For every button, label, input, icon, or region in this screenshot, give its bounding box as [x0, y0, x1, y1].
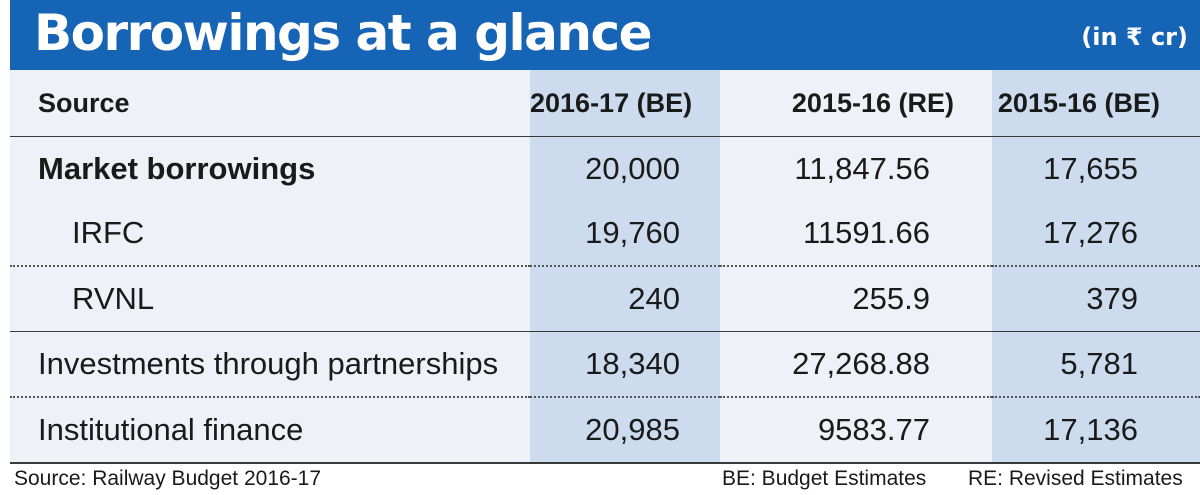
- cell-irfc-2015-16-be: 17,276: [992, 201, 1200, 267]
- cell-investments-2016-17-be: 18,340: [530, 331, 720, 398]
- cell-rvnl-2015-16-be: 379: [992, 266, 1200, 332]
- cell-rvnl-2016-17-be: 240: [530, 266, 720, 332]
- cell-institutional-finance-2015-16-be: 17,136: [1043, 412, 1138, 447]
- row-label-irfc: IRFC: [10, 201, 530, 267]
- cell-institutional-finance-2015-16-re: 9583.77: [817, 412, 930, 447]
- row-label-institutional-finance: Institutional finance: [38, 412, 304, 447]
- table-row: Investments through partnerships 18,340 …: [10, 331, 1200, 398]
- row-label-market-borrowings: Market borrowings: [38, 151, 316, 186]
- cell-irfc-2016-17-be: 19,760: [530, 201, 720, 267]
- cell-market-borrowings-2015-16-re: 11,847.56: [794, 151, 930, 186]
- cell-rvnl-2015-16-re: 255.9: [720, 266, 992, 332]
- table-row: RVNL 240 255.9 379: [10, 266, 1200, 332]
- cell-institutional-finance-2016-17-be: 20,985: [585, 412, 680, 447]
- source-note: Source: Railway Budget 2016-17: [14, 467, 322, 490]
- title-banner: Borrowings at a glance (in ₹ cr): [10, 0, 1200, 70]
- cell-market-borrowings-2015-16-be: 17,655: [1043, 151, 1138, 186]
- column-header-source: Source: [10, 70, 530, 137]
- re-legend-note: RE: Revised Estimates: [968, 467, 1183, 490]
- column-header-2016-17-be: 2016-17 (BE): [530, 70, 720, 137]
- cell-investments-2015-16-re: 27,268.88: [720, 331, 992, 398]
- unit-label: (in ₹ cr): [1081, 23, 1188, 51]
- table-row: IRFC 19,760 11591.66 17,276: [10, 201, 1200, 267]
- cell-irfc-2015-16-re: 11591.66: [720, 201, 992, 267]
- table-row: Market borrowings 20,000 11,847.56 17,65…: [10, 137, 1200, 202]
- row-label-rvnl: RVNL: [10, 266, 530, 332]
- table-header-row: Source 2016-17 (BE) 2015-16 (RE) 2015-16…: [10, 70, 1200, 137]
- chart-title: Borrowings at a glance: [34, 4, 653, 62]
- borrowings-table: Source 2016-17 (BE) 2015-16 (RE) 2015-16…: [10, 70, 1200, 462]
- borrowings-table-area: Source 2016-17 (BE) 2015-16 (RE) 2015-16…: [10, 70, 1200, 464]
- cell-investments-2015-16-be: 5,781: [992, 331, 1200, 398]
- column-header-2015-16-be: 2015-16 (BE): [992, 70, 1200, 137]
- column-header-2015-16-re: 2015-16 (RE): [720, 70, 992, 137]
- cell-market-borrowings-2016-17-be: 20,000: [585, 151, 680, 186]
- row-label-investments-through-partnerships: Investments through partnerships: [10, 331, 530, 398]
- table-row: Institutional finance 20,985 9583.77 17,…: [10, 397, 1200, 462]
- be-legend-note: BE: Budget Estimates: [722, 467, 927, 490]
